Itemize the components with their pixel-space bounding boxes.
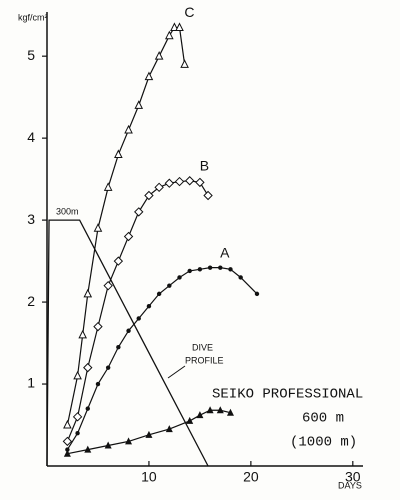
series-label: C: [184, 4, 194, 20]
marker: [175, 22, 184, 31]
series-label: B: [200, 157, 209, 173]
marker: [186, 416, 194, 424]
marker: [83, 362, 93, 373]
marker: [83, 288, 93, 298]
dive-label: DIVE: [192, 342, 213, 352]
marker: [187, 268, 192, 274]
marker: [85, 406, 90, 411]
marker: [146, 303, 152, 309]
marker: [103, 182, 113, 191]
annotation: (1000 m): [290, 435, 357, 451]
marker: [103, 280, 113, 291]
marker: [154, 51, 164, 60]
marker: [65, 447, 70, 452]
marker: [228, 267, 233, 272]
marker: [195, 177, 205, 188]
marker: [218, 265, 223, 270]
marker: [164, 178, 175, 188]
marker: [134, 207, 144, 217]
marker: [125, 437, 133, 445]
marker: [156, 291, 162, 297]
series-line: [66, 180, 209, 442]
marker: [93, 223, 103, 232]
marker: [78, 329, 87, 339]
marker: [207, 265, 213, 270]
marker: [114, 149, 123, 159]
y-tick-label: 2: [27, 293, 35, 309]
marker: [136, 316, 141, 321]
y-unit: kgf/cm²: [18, 12, 48, 22]
marker: [170, 22, 179, 31]
marker: [73, 370, 82, 380]
marker: [113, 256, 124, 266]
series-line: [66, 267, 258, 450]
marker: [154, 182, 164, 193]
marker: [177, 275, 182, 280]
marker: [63, 449, 71, 457]
marker: [238, 275, 243, 280]
marker: [180, 59, 189, 68]
marker: [104, 441, 112, 449]
marker: [95, 381, 101, 387]
y-tick-label: 3: [27, 211, 35, 227]
annotation: 600 m: [302, 411, 344, 427]
marker: [116, 344, 121, 350]
y-tick-label: 4: [27, 129, 35, 145]
marker: [72, 412, 83, 422]
marker: [216, 406, 224, 414]
leader-line: [167, 365, 186, 379]
marker: [62, 436, 73, 447]
marker: [196, 411, 204, 419]
marker: [75, 431, 80, 436]
series-line: [66, 26, 186, 426]
marker: [174, 176, 185, 187]
depth-label: 300m: [56, 206, 79, 216]
annotation: SEIKO PROFESSIONAL: [212, 387, 363, 403]
x-label: DAYS: [338, 480, 362, 490]
marker: [226, 408, 234, 416]
marker: [144, 71, 154, 81]
marker: [144, 190, 154, 201]
x-tick-label: 20: [243, 469, 259, 485]
marker: [134, 100, 144, 109]
x-tick-label: 30: [345, 469, 361, 485]
marker: [206, 406, 214, 414]
marker: [145, 430, 153, 438]
series-label: A: [220, 244, 230, 260]
marker: [185, 176, 195, 186]
marker: [167, 283, 172, 288]
y-tick-label: 5: [27, 47, 35, 63]
marker: [203, 190, 213, 201]
marker: [63, 419, 72, 429]
marker: [165, 425, 173, 433]
marker: [105, 365, 111, 370]
marker: [123, 231, 134, 242]
marker: [124, 124, 133, 134]
dive-label: PROFILE: [185, 355, 224, 365]
marker: [84, 445, 92, 453]
dive-profile-line: [46, 219, 209, 467]
y-tick-label: 1: [27, 375, 35, 391]
x-tick-label: 10: [141, 469, 157, 485]
marker: [93, 321, 103, 332]
marker: [126, 328, 131, 333]
marker: [254, 291, 260, 297]
marker: [165, 30, 174, 40]
marker: [197, 267, 203, 272]
